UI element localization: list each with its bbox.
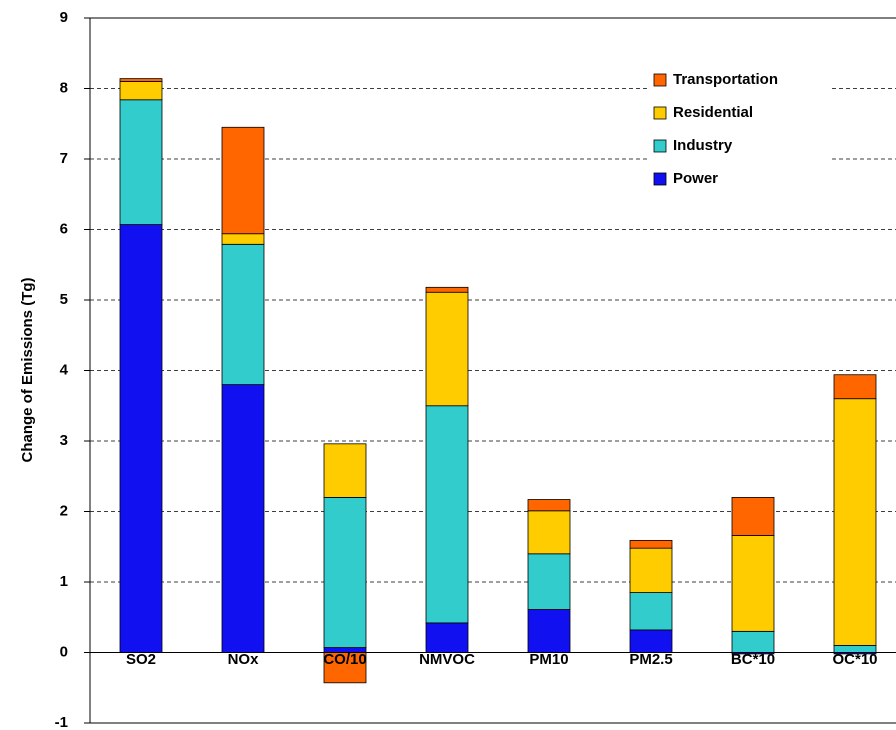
x-tick-label: BC*10 — [731, 651, 775, 668]
x-tick-label: NOx — [228, 651, 260, 668]
y-tick-label: 6 — [60, 220, 68, 237]
bar-segment — [119, 224, 163, 653]
legend-label: Industry — [673, 137, 733, 154]
y-tick-label: 4 — [60, 361, 69, 378]
legend-swatch — [653, 106, 667, 120]
y-tick-label: -1 — [55, 714, 68, 730]
bar-segment — [833, 374, 877, 400]
bar-segment — [119, 81, 163, 101]
bar-segment — [833, 398, 877, 646]
legend-swatch — [653, 139, 667, 153]
legend-box — [648, 66, 832, 200]
bar-segment — [527, 499, 571, 512]
bar-segment — [323, 652, 367, 684]
legend-swatch — [653, 172, 667, 186]
bar-segment — [221, 126, 265, 235]
bar-segment — [221, 233, 265, 245]
bar-segment — [731, 496, 775, 536]
y-tick-label: 8 — [60, 79, 68, 96]
bar-segment — [425, 291, 469, 407]
bar-segment — [629, 629, 673, 653]
bar-segment — [425, 622, 469, 653]
y-axis-label: Change of Emissions (Tg) — [19, 277, 36, 462]
x-tick-label: PM2.5 — [629, 651, 672, 668]
bar-segment — [425, 405, 469, 624]
x-tick-label: PM10 — [529, 651, 568, 668]
legend-label: Power — [673, 170, 718, 187]
y-tick-label: 5 — [60, 291, 68, 308]
bar-segment — [527, 609, 571, 653]
legend-label: Residential — [673, 104, 753, 121]
bar-segment — [323, 496, 367, 648]
legend-swatch — [653, 73, 667, 87]
bar-segment — [119, 99, 163, 225]
bar-segment — [629, 592, 673, 631]
bar-segment — [527, 510, 571, 555]
y-tick-label: 9 — [60, 9, 68, 26]
bar-segment — [119, 78, 163, 82]
bar-segment — [629, 540, 673, 549]
x-tick-label: CO/10 — [323, 651, 366, 668]
legend-label: Transportation — [673, 71, 778, 88]
y-tick-label: 7 — [60, 150, 68, 167]
bar-segment — [731, 535, 775, 632]
bar-segment — [221, 384, 265, 653]
x-tick-label: NMVOC — [419, 651, 475, 668]
bar-segment — [527, 553, 571, 610]
y-tick-label: 3 — [60, 432, 68, 449]
bar-segment — [629, 547, 673, 593]
x-tick-label: SO2 — [126, 651, 156, 668]
bar-segment — [221, 243, 265, 385]
y-tick-label: 1 — [60, 573, 68, 590]
x-tick-label: OC*10 — [832, 651, 877, 668]
y-tick-label: 0 — [60, 643, 68, 660]
bar-segment — [323, 443, 367, 498]
bar-segment — [425, 286, 469, 293]
y-tick-label: 2 — [60, 502, 68, 519]
plot-frame — [89, 17, 896, 724]
bar-segment — [731, 630, 775, 653]
